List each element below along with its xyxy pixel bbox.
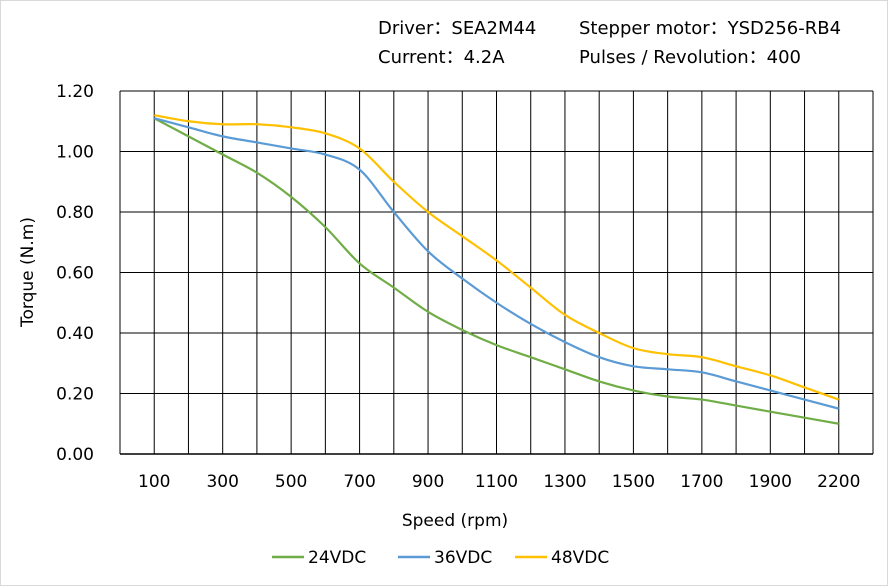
x-tick-label: 1100 bbox=[475, 472, 518, 492]
motor-label: Stepper motor：YSD256-RB4 bbox=[579, 18, 841, 39]
y-tick-label: 0.80 bbox=[56, 203, 94, 223]
driver-label: Driver：SEA2M44 bbox=[378, 18, 536, 39]
x-tick-label: 500 bbox=[275, 472, 307, 492]
y-tick-label: 1.00 bbox=[56, 143, 94, 163]
x-tick-label: 1700 bbox=[680, 472, 723, 492]
series-line-36VDC bbox=[153, 117, 840, 410]
x-tick-label: 100 bbox=[138, 472, 170, 492]
y-tick-label: 1.20 bbox=[56, 82, 94, 102]
pulses-label: Pulses / Revolution：400 bbox=[579, 47, 801, 68]
current-label: Current：4.2A bbox=[378, 47, 505, 68]
x-tick-label: 1500 bbox=[612, 472, 655, 492]
y-tick-label: 0.00 bbox=[56, 445, 94, 465]
x-tick-label: 700 bbox=[343, 472, 375, 492]
series-line-48VDC bbox=[154, 114, 840, 401]
x-tick-label: 2200 bbox=[817, 472, 860, 492]
legend-label: 36VDC bbox=[434, 548, 492, 568]
legend-label: 24VDC bbox=[308, 548, 366, 568]
x-tick-label: 300 bbox=[206, 472, 238, 492]
x-tick-label: 900 bbox=[412, 472, 444, 492]
y-tick-label: 0.60 bbox=[56, 264, 94, 284]
y-tick-label: 0.20 bbox=[56, 385, 94, 405]
y-tick-label: 0.40 bbox=[56, 324, 94, 344]
y-axis-label: Torque (N.m) bbox=[18, 217, 38, 328]
x-tick-label: 1300 bbox=[543, 472, 586, 492]
x-axis-label: Speed (rpm) bbox=[402, 511, 508, 531]
legend-label: 48VDC bbox=[551, 548, 609, 568]
x-tick-label: 1900 bbox=[749, 472, 792, 492]
series-line-24VDC bbox=[153, 117, 839, 425]
